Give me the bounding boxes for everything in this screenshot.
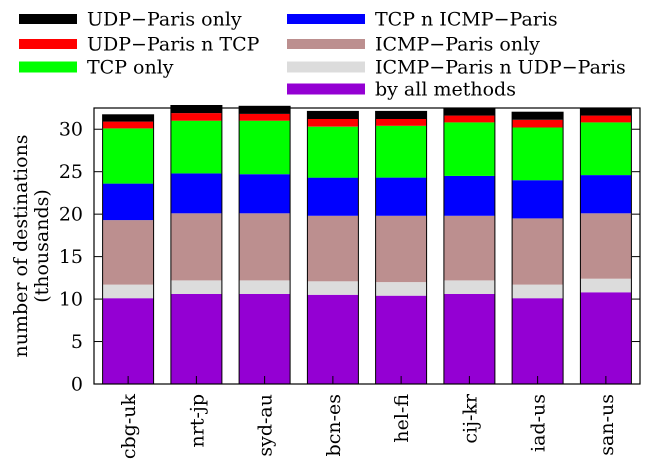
bar-segment-bcn-es-udp-paris-only [307, 111, 359, 119]
bar-segment-nrt-jp-by-all-methods [170, 294, 222, 384]
legend-label-by-all-methods: by all methods [375, 79, 516, 101]
y-tick-label: 0 [71, 374, 83, 396]
bar-segment-iad-us-by-all-methods [512, 298, 564, 384]
bar-segment-cbg-uk-icmp-paris-only [102, 220, 154, 285]
y-axis-title: number of destinations (thousands) [10, 134, 53, 357]
y-tick-label: 25 [59, 161, 83, 183]
bar-segment-hel-fi-icmp-paris-n-udp-paris [375, 282, 427, 296]
bar-segment-san-us-icmp-paris-n-udp-paris [580, 278, 632, 293]
legend-swatch-udp-paris-only [19, 14, 77, 24]
bar-segment-hel-fi-udp-paris-only [375, 111, 427, 119]
bar-segment-hel-fi-by-all-methods [375, 295, 427, 384]
plot-frame [93, 107, 641, 385]
bar-segment-cbg-uk-by-all-methods [102, 298, 154, 384]
bar-segment-cij-kr-icmp-paris-only [443, 215, 495, 281]
bar-segment-hel-fi-tcp-n-icmp-paris [375, 177, 427, 216]
legend-swatch-icmp-paris-only [287, 39, 365, 49]
bar-segment-iad-us-udp-paris-n-tcp [512, 119, 564, 128]
bar-segment-san-us-tcp-only [580, 122, 632, 176]
x-tick-label-cbg-uk: cbg-uk [118, 394, 140, 460]
bar-segment-cij-kr-icmp-paris-n-udp-paris [443, 280, 495, 294]
y-axis-title-line-2: (thousands) [31, 189, 53, 303]
legend-label-tcp-only: TCP only [87, 57, 174, 79]
bar-segment-hel-fi-tcp-only [375, 125, 427, 178]
bar-segment-cij-kr-udp-paris-only [443, 108, 495, 116]
x-tick-label-syd-au: syd-au [255, 394, 277, 457]
bar-segment-nrt-jp-tcp-n-icmp-paris [170, 173, 222, 214]
bar-segment-iad-us-icmp-paris-only [512, 218, 564, 285]
bar-segment-cbg-uk-icmp-paris-n-udp-paris [102, 284, 154, 299]
bars [102, 105, 632, 385]
x-tick-label-hel-fi: hel-fi [391, 394, 413, 443]
bar-segment-syd-au-icmp-paris-only [239, 213, 291, 281]
legend-swatch-tcp-only [19, 61, 77, 73]
bar-segment-bcn-es-icmp-paris-n-udp-paris [307, 281, 359, 295]
legend-swatch-icmp-paris-n-udp-paris [287, 61, 365, 73]
bar-segment-iad-us-tcp-n-icmp-paris [512, 180, 564, 219]
bar-segment-san-us-udp-paris-only [580, 108, 632, 116]
legend-swatch-udp-paris-n-tcp [19, 39, 77, 49]
bar-segment-cij-kr-by-all-methods [443, 294, 495, 384]
bar-segment-san-us-udp-paris-n-tcp [580, 115, 632, 123]
bar-segment-cij-kr-udp-paris-n-tcp [443, 115, 495, 123]
legend-label-udp-paris-only: UDP−Paris only [87, 9, 242, 31]
bar-segment-bcn-es-icmp-paris-only [307, 215, 359, 282]
y-tick-label: 10 [59, 289, 83, 311]
y-tick-label: 5 [71, 331, 83, 353]
bar-segment-nrt-jp-icmp-paris-n-udp-paris [170, 280, 222, 294]
bar-segment-nrt-jp-tcp-only [170, 120, 222, 174]
legend-swatch-tcp-n-icmp-paris [287, 14, 365, 24]
bar-segment-syd-au-icmp-paris-n-udp-paris [239, 280, 291, 294]
bar-segment-syd-au-tcp-only [239, 120, 291, 175]
bar-segment-iad-us-icmp-paris-n-udp-paris [512, 284, 564, 299]
bar-segment-syd-au-by-all-methods [239, 294, 291, 384]
bar-segment-san-us-icmp-paris-only [580, 213, 632, 279]
bar-segment-cbg-uk-udp-paris-n-tcp [102, 121, 154, 129]
bar-segment-syd-au-tcp-n-icmp-paris [239, 174, 291, 214]
legend-label-tcp-n-icmp-paris: TCP n ICMP−Paris [375, 9, 558, 31]
x-tick-label-iad-us: iad-us [528, 394, 550, 452]
bar-segment-cij-kr-tcp-n-icmp-paris [443, 175, 495, 216]
x-tick-label-bcn-es: bcn-es [323, 394, 345, 456]
legend-label-udp-paris-n-tcp: UDP−Paris n TCP [87, 34, 260, 56]
x-tick-label-nrt-jp: nrt-jp [186, 394, 208, 447]
bar-segment-cbg-uk-tcp-n-icmp-paris [102, 183, 154, 221]
bar-segment-iad-us-udp-paris-only [512, 112, 564, 120]
bar-segment-bcn-es-by-all-methods [307, 294, 359, 384]
bar-segment-nrt-jp-icmp-paris-only [170, 213, 222, 281]
legend-label-icmp-paris-n-udp-paris: ICMP−Paris n UDP−Paris [375, 57, 626, 79]
legend-label-icmp-paris-only: ICMP−Paris only [375, 34, 540, 56]
bar-segment-bcn-es-tcp-n-icmp-paris [307, 177, 359, 216]
bar-segment-cij-kr-tcp-only [443, 122, 495, 176]
y-tick-label: 30 [59, 119, 83, 141]
bar-segment-cbg-uk-tcp-only [102, 128, 154, 184]
bar-segment-bcn-es-udp-paris-n-tcp [307, 119, 359, 127]
bar-segment-san-us-tcp-n-icmp-paris [580, 175, 632, 214]
legend-swatch-by-all-methods [287, 83, 365, 95]
bar-segment-san-us-by-all-methods [580, 292, 632, 384]
y-axis-title-line-1: number of destinations [10, 134, 32, 357]
bar-segment-cbg-uk-udp-paris-only [102, 114, 154, 122]
bar-segment-bcn-es-tcp-only [307, 126, 359, 178]
bar-segment-hel-fi-icmp-paris-only [375, 215, 427, 283]
bar-segment-iad-us-tcp-only [512, 127, 564, 181]
x-tick-label-san-us: san-us [596, 394, 618, 456]
bar-segment-syd-au-udp-paris-n-tcp [239, 113, 291, 121]
bar-segment-hel-fi-udp-paris-n-tcp [375, 119, 427, 126]
x-tick-label-cij-kr: cij-kr [459, 393, 481, 444]
bar-segment-nrt-jp-udp-paris-n-tcp [170, 113, 222, 121]
bar-segment-nrt-jp-udp-paris-only [170, 105, 222, 114]
bar-segment-syd-au-udp-paris-only [239, 106, 291, 114]
y-tick-label: 15 [59, 246, 83, 268]
y-tick-label: 20 [59, 204, 83, 226]
axes: 0 5 10 15 20 25 30 cbg-uk nrt-jp syd-au bcn-es hel-… [59, 107, 641, 460]
